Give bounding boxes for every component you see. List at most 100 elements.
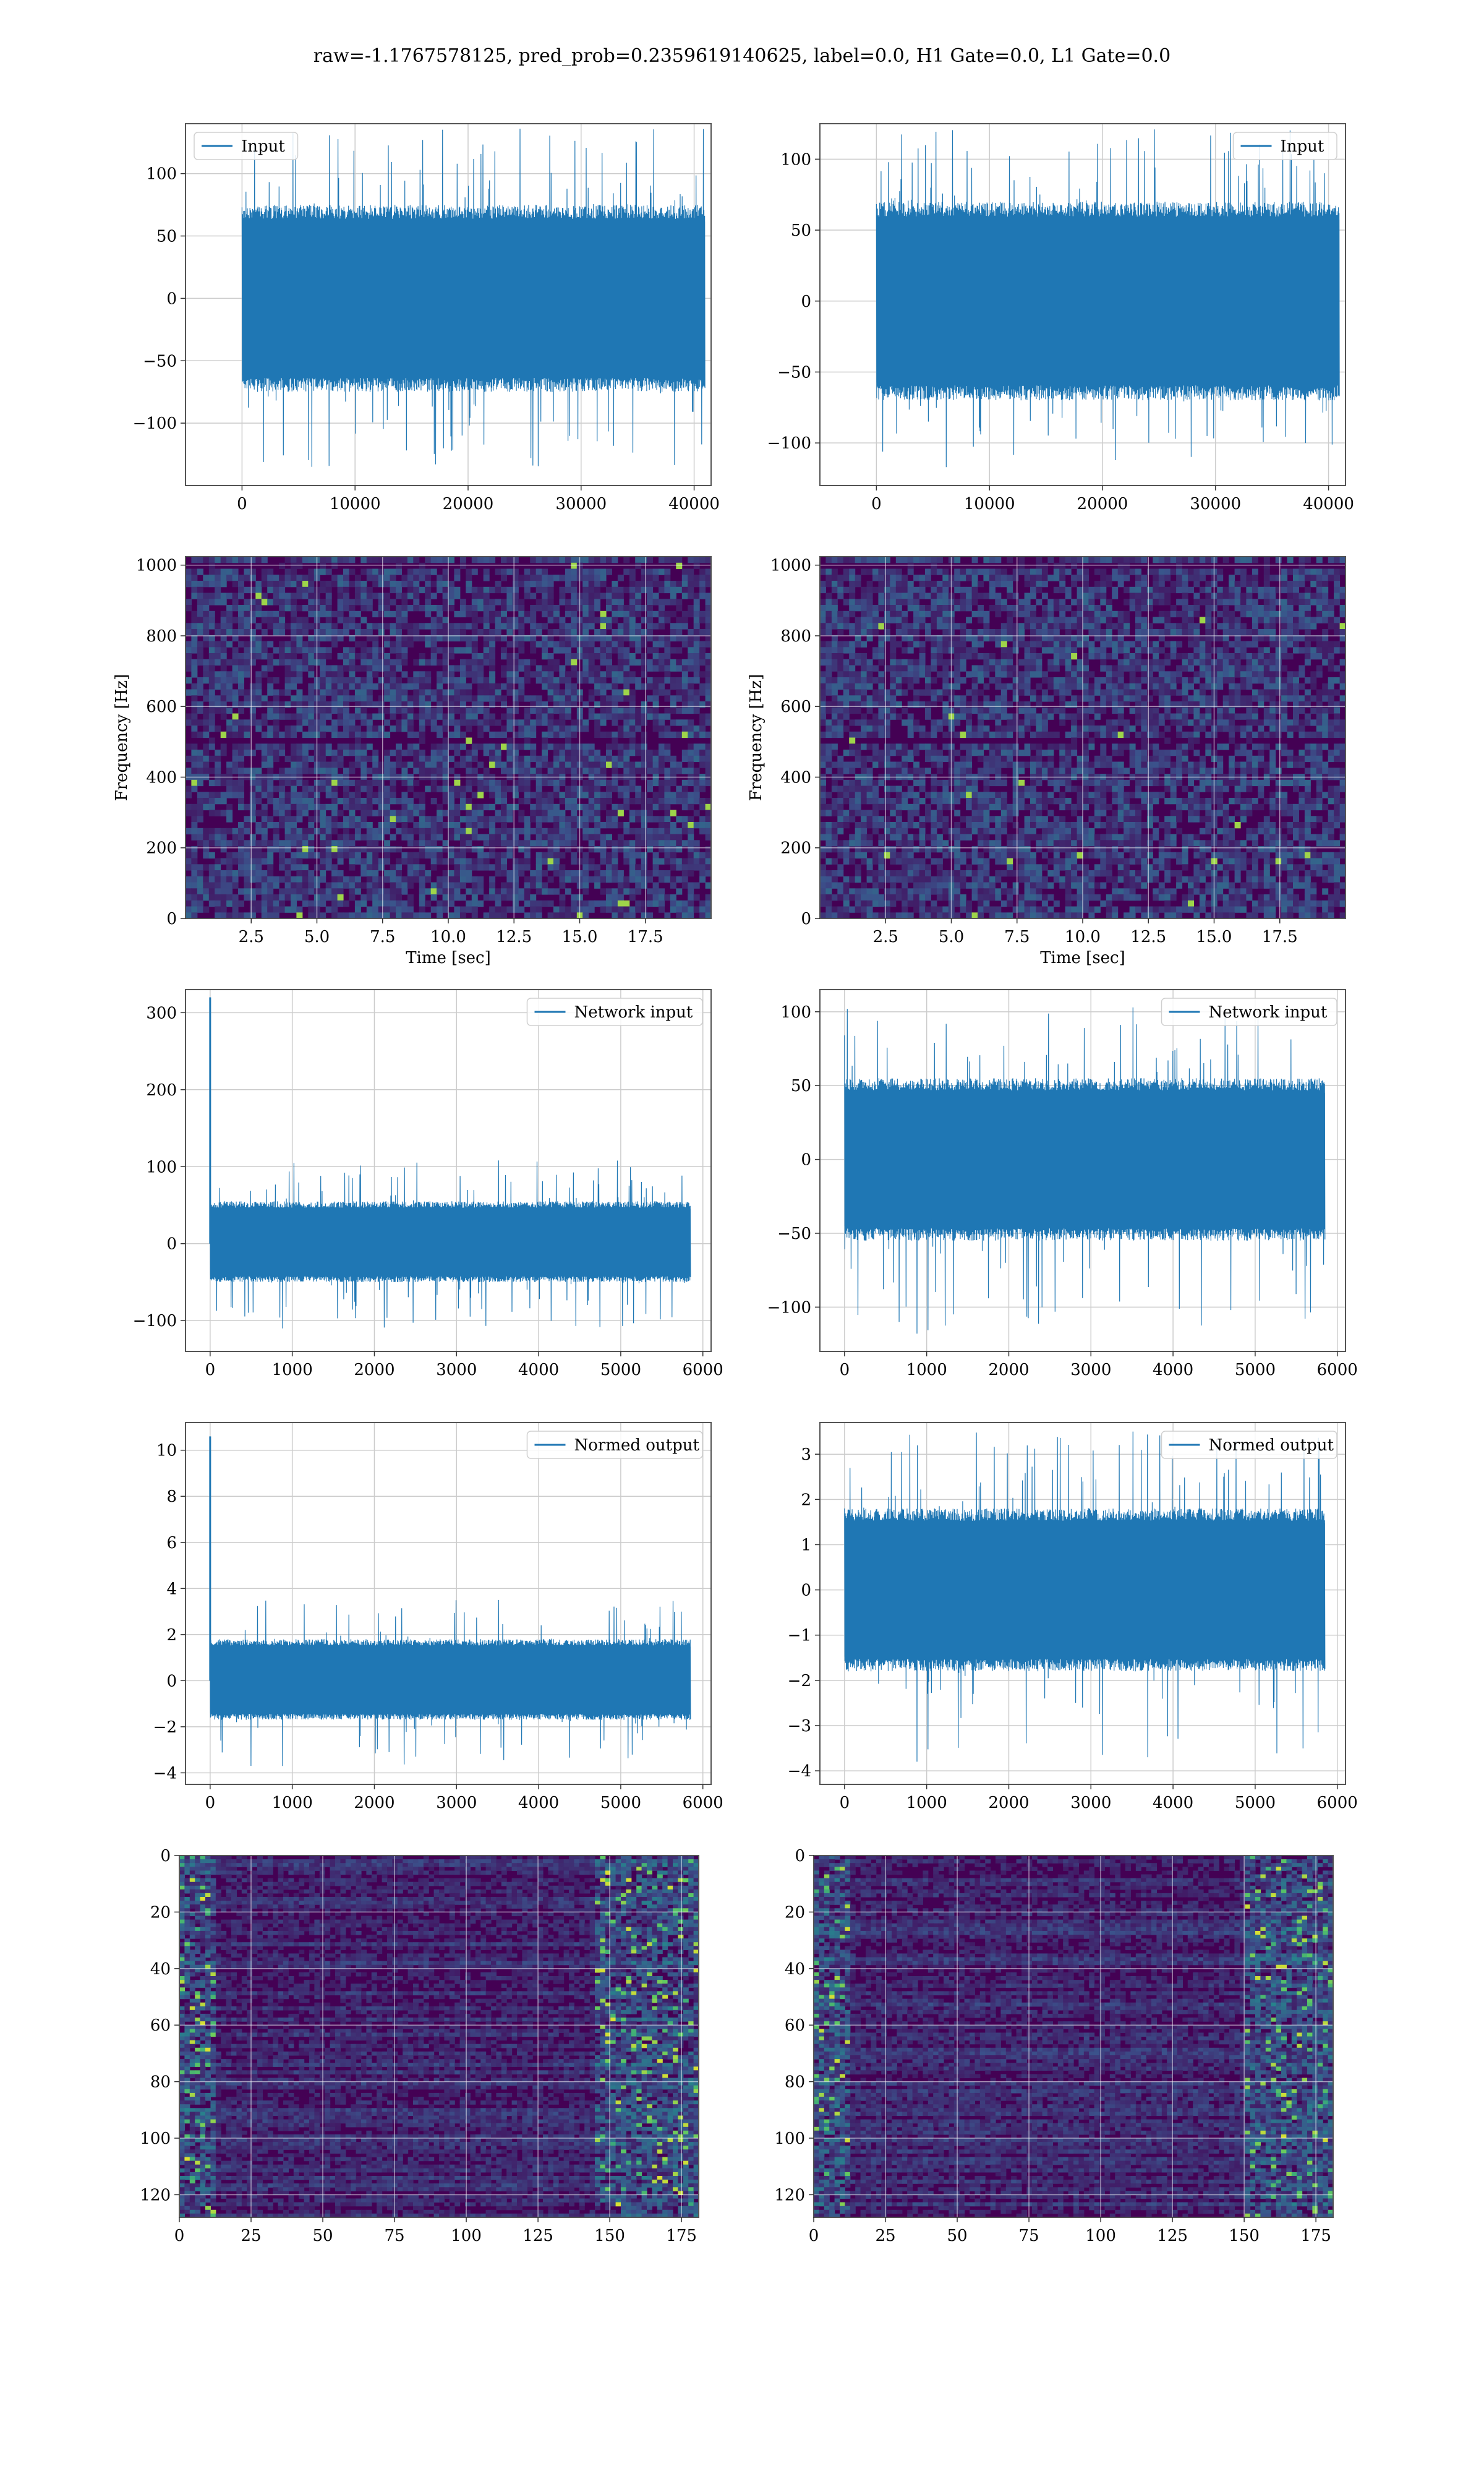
legend-label: Normed output — [1209, 1436, 1334, 1455]
x-tick-label: 0 — [237, 495, 247, 513]
y-tick-label: −2 — [788, 1672, 811, 1690]
x-tick-label: 2000 — [988, 1794, 1029, 1812]
x-tick-label: 7.5 — [370, 928, 395, 946]
y-tick-label: 80 — [150, 2073, 171, 2092]
x-tick-label: 2000 — [354, 1794, 394, 1812]
x-tick-label: 125 — [1157, 2227, 1188, 2245]
y-tick-label: −100 — [133, 1312, 177, 1330]
y-tick-label: −4 — [788, 1762, 811, 1781]
y-tick-label: 200 — [146, 839, 177, 858]
x-tick-label: 30000 — [555, 495, 607, 513]
y-tick-label: 0 — [160, 1847, 171, 1865]
x-tick-label: 100 — [451, 2227, 482, 2245]
y-tick-label: −100 — [767, 1298, 811, 1317]
y-tick-label: 0 — [795, 1847, 805, 1865]
y-tick-label: −3 — [788, 1717, 811, 1736]
y-tick-label: 1000 — [136, 557, 177, 575]
x-tick-label: 0 — [840, 1361, 850, 1379]
y-tick-label: 120 — [140, 2186, 171, 2204]
x-tick-label: 4000 — [518, 1361, 559, 1379]
series-line — [210, 1599, 691, 1766]
x-tick-label: 0 — [871, 495, 882, 513]
x-tick-label: 3000 — [1070, 1361, 1111, 1379]
y-tick-label: 60 — [150, 2016, 171, 2035]
axes-frame — [185, 123, 712, 486]
y-tick-label: −100 — [767, 434, 811, 453]
x-tick-label: 175 — [666, 2227, 697, 2245]
x-tick-label: 0 — [205, 1794, 216, 1812]
y-tick-label: 0 — [801, 293, 811, 311]
x-tick-label: 40000 — [1303, 495, 1354, 513]
y-tick-label: 0 — [801, 1151, 811, 1170]
y-tick-label: 2 — [166, 1626, 177, 1645]
x-tick-label: 75 — [1019, 2227, 1039, 2245]
y-tick-label: 200 — [146, 1081, 177, 1100]
legend-box — [526, 1431, 703, 1459]
y-tick-label: 2 — [801, 1491, 811, 1509]
y-tick-label: 1000 — [770, 557, 811, 575]
x-tick-label: 50 — [947, 2227, 967, 2245]
y-tick-label: 40 — [785, 1960, 805, 1979]
y-tick-label: 600 — [146, 698, 177, 716]
chart-ts_input_h1: Input 0 10000 20000 30000 40000 −100 −50 0 50 100 — [133, 123, 720, 513]
y-tick-label: −1 — [788, 1627, 811, 1645]
y-tick-label: 400 — [780, 768, 811, 787]
x-tick-label: 0 — [205, 1361, 216, 1379]
y-tick-label: 20 — [150, 1903, 171, 1922]
x-tick-label: 4000 — [518, 1794, 559, 1812]
chart-features_l1: 0 25 50 75 100 125 150 175 0 20 40 60 80 100 120 — [774, 1847, 1334, 2245]
y-tick-label: 200 — [780, 839, 811, 858]
y-tick-label: 100 — [140, 2129, 171, 2148]
y-tick-label: 400 — [146, 768, 177, 787]
legend-label: Normed output — [574, 1436, 700, 1455]
chart-features_h1: 0 25 50 75 100 125 150 175 0 20 40 60 80 100 120 — [140, 1847, 699, 2245]
series-line — [210, 1160, 691, 1329]
x-tick-label: 5000 — [600, 1794, 641, 1812]
axes-frame — [819, 123, 1346, 486]
y-tick-label: 0 — [166, 910, 177, 928]
legend-box — [526, 998, 703, 1026]
x-tick-label: 2000 — [354, 1361, 394, 1379]
x-tick-label: 3000 — [436, 1794, 477, 1812]
x-tick-label: 10000 — [330, 495, 381, 513]
y-axis-label: Frequency [Hz] — [113, 674, 131, 802]
y-tick-label: 100 — [780, 1003, 811, 1022]
x-tick-label: 6000 — [683, 1361, 723, 1379]
y-tick-label: 0 — [166, 1235, 177, 1254]
y-axis-label: Frequency [Hz] — [747, 674, 765, 802]
x-tick-label: 2.5 — [239, 928, 264, 946]
x-tick-label: 20000 — [443, 495, 494, 513]
legend-label: Network input — [1209, 1003, 1328, 1022]
y-tick-label: 0 — [166, 1672, 177, 1690]
x-tick-label: 1000 — [272, 1794, 313, 1812]
x-tick-label: 0 — [809, 2227, 819, 2245]
y-tick-label: 3 — [801, 1445, 811, 1464]
chart-ts_input_l1: Input 0 10000 20000 30000 40000 −100 −50 0 50 100 — [767, 123, 1354, 513]
y-tick-label: −100 — [133, 414, 177, 433]
y-tick-label: 80 — [785, 2073, 805, 2092]
axes-frame — [185, 1422, 712, 1785]
axes-frame — [819, 989, 1346, 1352]
x-tick-label: 5.0 — [939, 928, 964, 946]
y-tick-label: 10 — [156, 1442, 177, 1460]
legend-label: Input — [1281, 137, 1324, 156]
y-tick-label: 120 — [774, 2186, 805, 2204]
y-tick-label: 300 — [146, 1004, 177, 1022]
x-tick-label: 1000 — [906, 1361, 947, 1379]
y-tick-label: 600 — [780, 698, 811, 716]
y-tick-label: −50 — [777, 363, 811, 382]
x-tick-label: 3000 — [1070, 1794, 1111, 1812]
x-tick-label: 4000 — [1153, 1794, 1193, 1812]
y-tick-label: 0 — [801, 1582, 811, 1600]
legend-box — [194, 132, 299, 160]
y-tick-label: −50 — [777, 1225, 811, 1243]
x-tick-label: 6000 — [683, 1794, 723, 1812]
y-tick-label: 40 — [150, 1960, 171, 1979]
x-tick-label: 125 — [522, 2227, 553, 2245]
x-tick-label: 10.0 — [430, 928, 466, 946]
axes-frame — [819, 1422, 1346, 1785]
x-tick-label: 6000 — [1317, 1794, 1358, 1812]
legend-box — [1161, 998, 1337, 1026]
